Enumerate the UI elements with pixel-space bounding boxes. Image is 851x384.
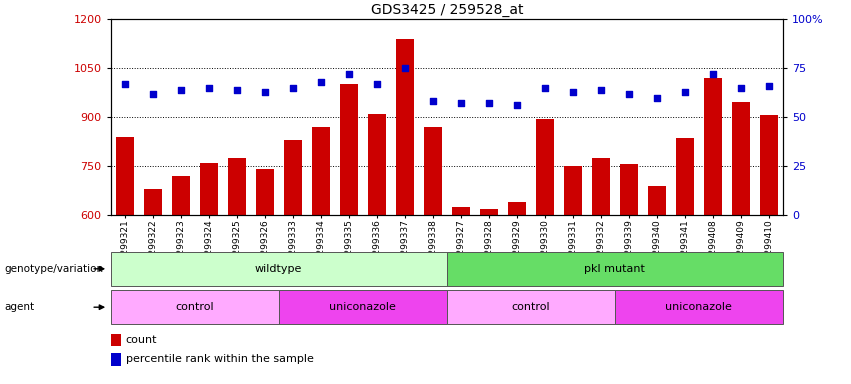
Point xyxy=(370,81,384,87)
Bar xyxy=(424,127,442,215)
Point xyxy=(510,102,523,108)
Point xyxy=(426,98,440,104)
Point xyxy=(398,65,412,71)
Bar xyxy=(447,290,614,324)
Bar xyxy=(648,186,666,215)
Point xyxy=(566,89,580,95)
Bar xyxy=(111,353,122,366)
Text: uniconazole: uniconazole xyxy=(329,302,397,312)
Point xyxy=(230,87,243,93)
Bar xyxy=(255,169,274,215)
Bar xyxy=(311,127,330,215)
Bar xyxy=(116,137,134,215)
Bar xyxy=(111,334,122,346)
Bar xyxy=(563,166,582,215)
Text: genotype/variation: genotype/variation xyxy=(4,264,103,274)
Bar xyxy=(111,290,279,324)
Point xyxy=(594,87,608,93)
Bar xyxy=(732,103,750,215)
Bar xyxy=(620,164,638,215)
Point xyxy=(762,83,776,89)
Bar xyxy=(704,78,722,215)
Bar xyxy=(676,138,694,215)
Bar xyxy=(227,158,246,215)
Point xyxy=(314,79,328,85)
Point xyxy=(146,91,159,97)
Text: control: control xyxy=(175,302,214,312)
Point xyxy=(622,91,636,97)
Bar xyxy=(614,290,783,324)
Text: agent: agent xyxy=(4,302,34,312)
Text: uniconazole: uniconazole xyxy=(665,302,733,312)
Bar xyxy=(368,114,386,215)
Bar xyxy=(591,158,610,215)
Point xyxy=(258,89,271,95)
Bar xyxy=(508,202,526,215)
Title: GDS3425 / 259528_at: GDS3425 / 259528_at xyxy=(370,3,523,17)
Bar xyxy=(536,119,554,215)
Point xyxy=(706,71,720,77)
Point xyxy=(678,89,692,95)
Point xyxy=(650,94,664,101)
Bar xyxy=(480,209,498,215)
Point xyxy=(482,100,495,106)
Bar xyxy=(760,116,778,215)
Bar xyxy=(340,84,357,215)
Point xyxy=(454,100,467,106)
Bar xyxy=(396,39,414,215)
Point xyxy=(202,85,215,91)
Bar xyxy=(172,176,190,215)
Point xyxy=(117,81,131,87)
Text: percentile rank within the sample: percentile rank within the sample xyxy=(126,354,313,364)
Point xyxy=(286,85,300,91)
Bar xyxy=(144,189,162,215)
Point xyxy=(538,85,551,91)
Point xyxy=(734,85,748,91)
Point xyxy=(174,87,187,93)
Point xyxy=(342,71,356,77)
Bar xyxy=(447,252,783,286)
Text: count: count xyxy=(126,335,157,345)
Bar xyxy=(283,140,302,215)
Bar xyxy=(200,163,218,215)
Text: wildtype: wildtype xyxy=(255,264,302,274)
Text: pkl mutant: pkl mutant xyxy=(585,264,645,274)
Text: control: control xyxy=(511,302,550,312)
Bar xyxy=(452,207,470,215)
Bar xyxy=(111,252,447,286)
Bar xyxy=(279,290,447,324)
